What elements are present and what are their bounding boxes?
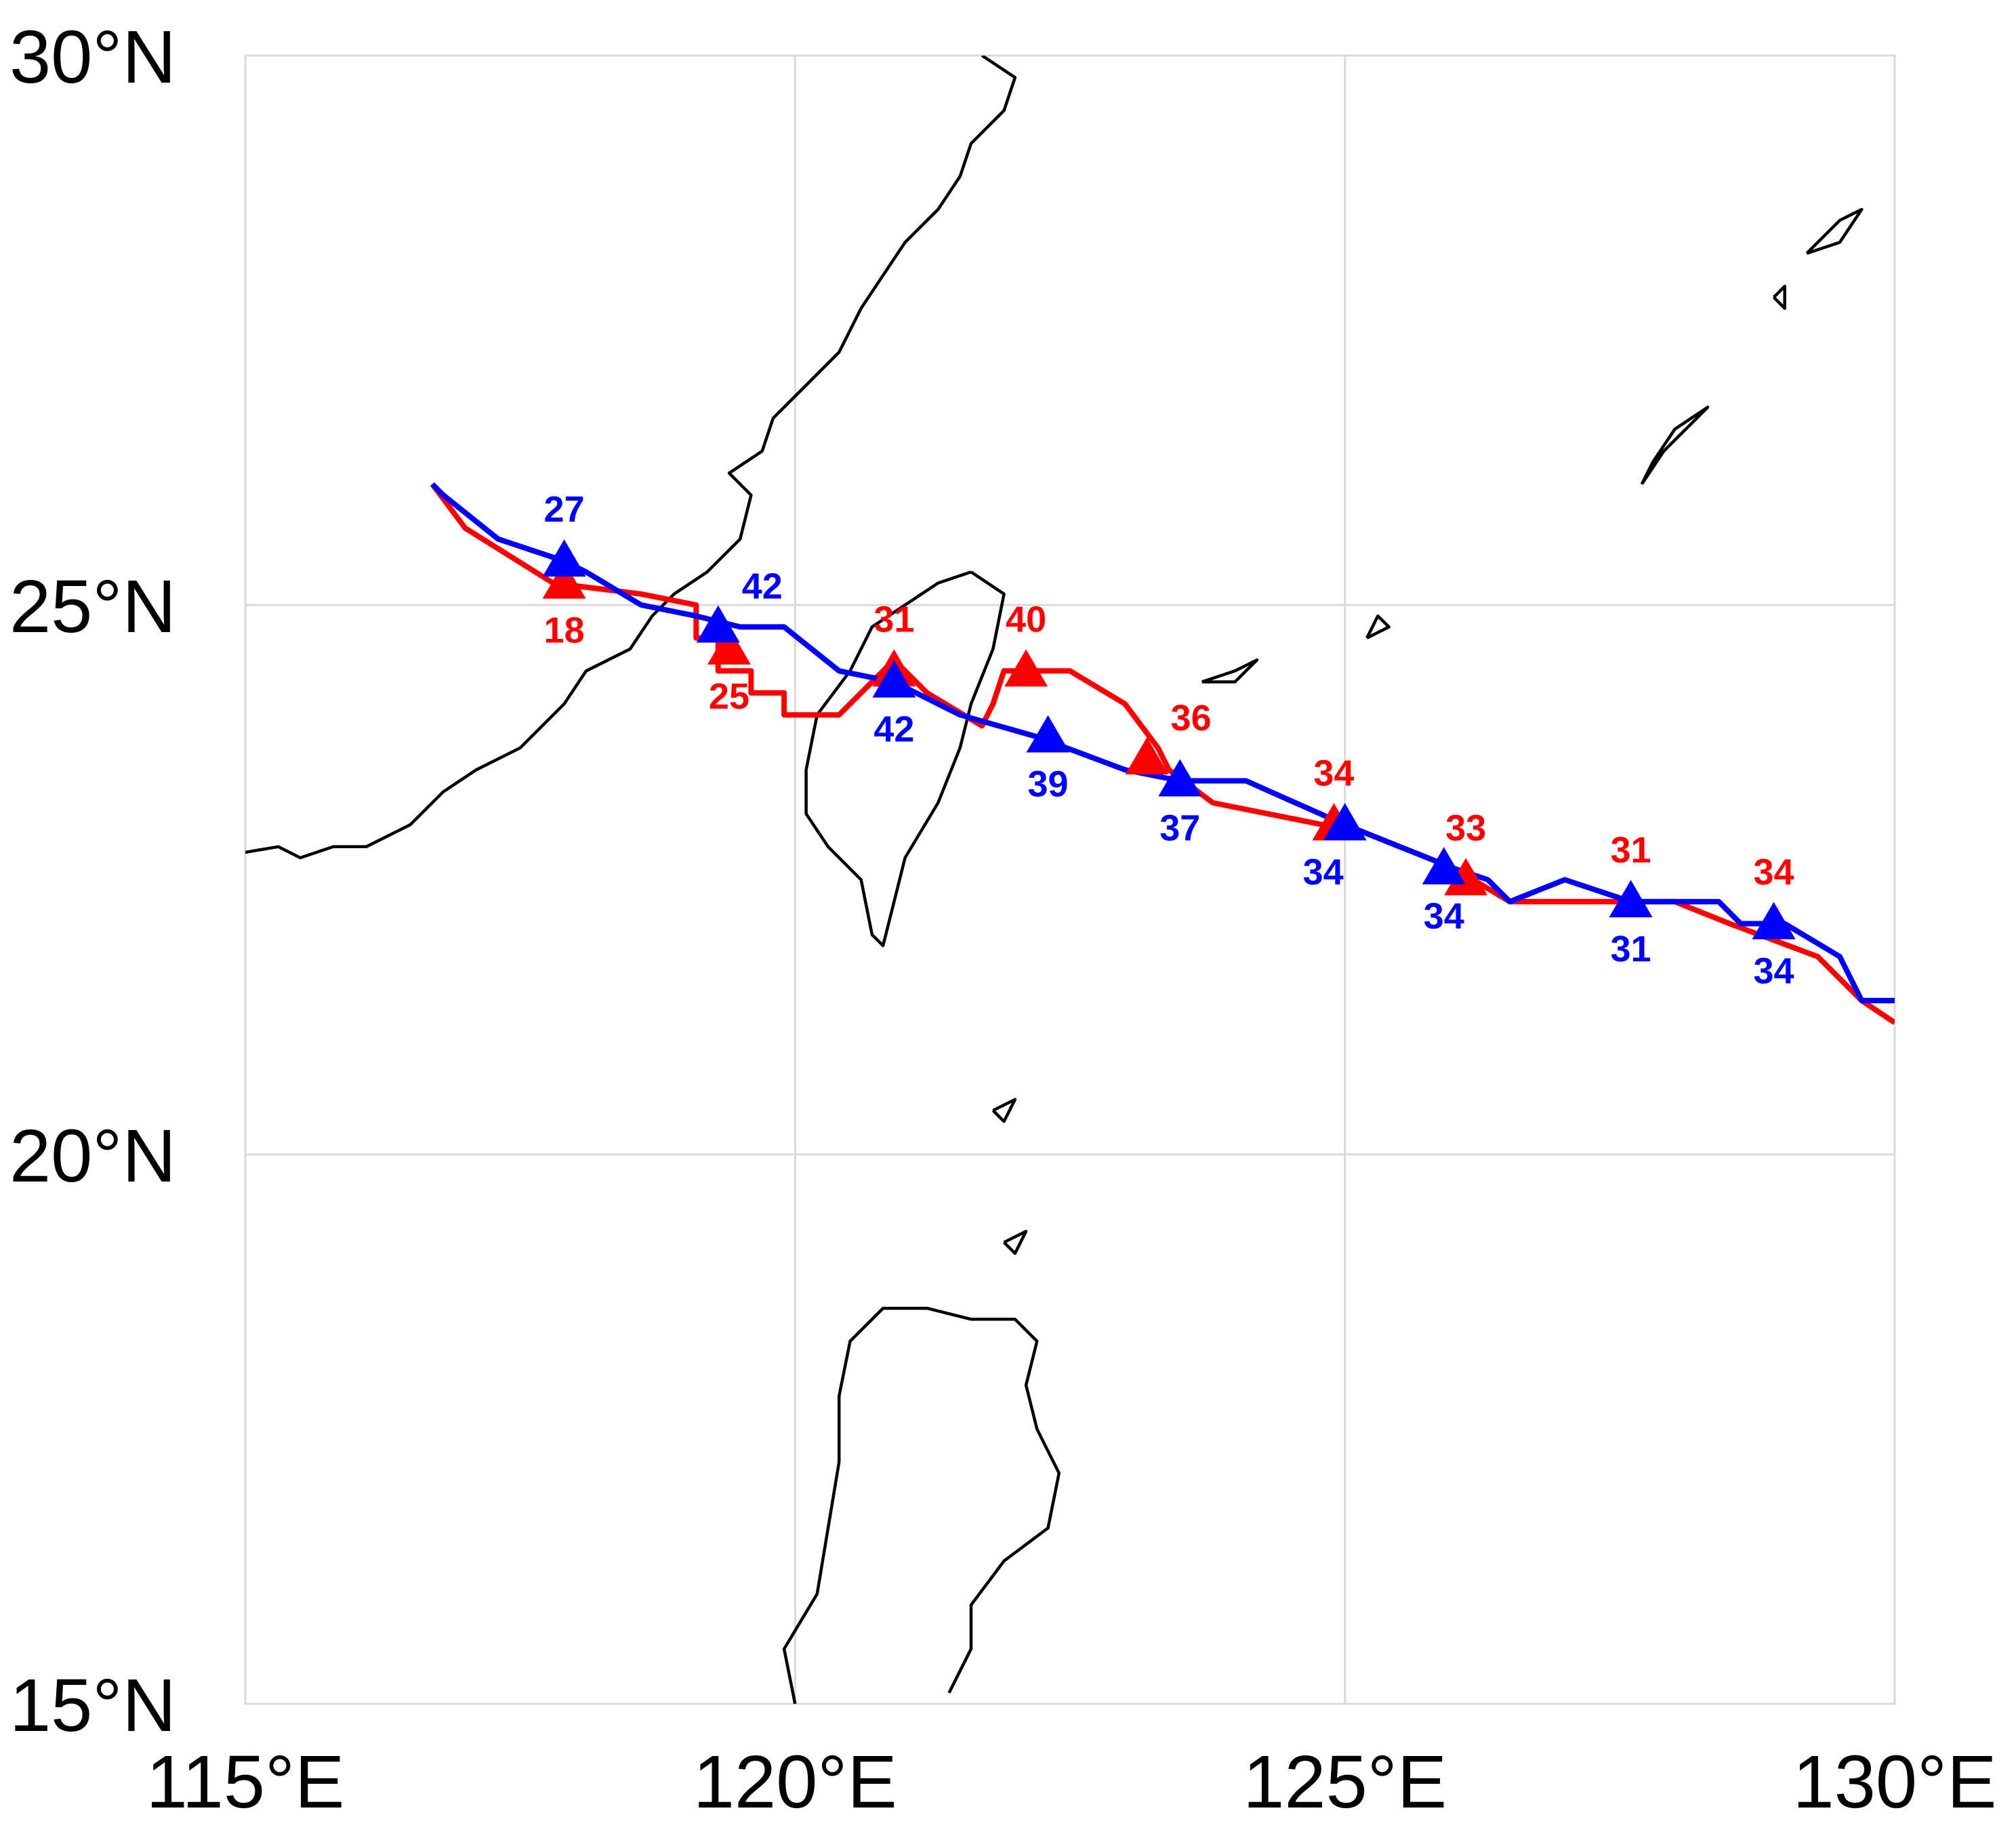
y-tick-label-20: 20°N [9,1114,176,1198]
axis-labels: 115°E 120°E 125°E 130°E 30°N 25°N 20°N 15°N [9,16,1996,1824]
point-label-blue-4: 37 [1159,808,1200,849]
point-label-red-2: 31 [873,599,914,640]
point-label-blue-8: 34 [1753,951,1794,991]
triangle-marker-red-0 [542,561,586,599]
storm-tracks [430,482,1895,1025]
triangle-marker-blue-8 [1752,902,1796,940]
point-label-blue-7: 31 [1611,929,1651,969]
track-line-red [430,482,1895,1025]
triangle-marker-red-6 [1444,858,1488,896]
track-points: 18 25 31 40 36 34 33 31 34 27 42 42 39 37 34 34 31 34 [542,489,1796,991]
x-tick-label-120: 120°E [693,1740,897,1824]
point-label-blue-1: 42 [742,566,783,606]
triangle-marker-blue-5 [1323,803,1367,841]
track-line-blue [430,482,1895,1003]
y-tick-label-25: 25°N [9,565,176,648]
point-label-blue-2: 42 [873,709,914,750]
point-label-red-0: 18 [544,610,585,651]
map-frame [244,54,1896,1705]
triangle-marker-blue-4 [1158,759,1202,797]
point-label-blue-0: 27 [544,489,585,530]
coastline-mainland-china [245,56,1017,860]
point-label-blue-6: 34 [1424,896,1464,936]
coastline-okinawa [1640,405,1710,485]
point-label-red-4: 36 [1171,698,1212,738]
x-tick-label-125: 125°E [1243,1740,1447,1824]
triangle-marker-red-1 [707,627,751,665]
coastline-miyako [1365,614,1391,640]
gridlines [244,54,1896,1705]
coastline-yaeyama [1201,658,1259,684]
triangle-marker-blue-2 [872,660,916,698]
x-tick-label-115: 115°E [146,1740,345,1824]
coastline-babuyan [1003,1230,1028,1255]
triangle-marker-red-3 [1004,649,1048,687]
coastline-amami [1805,207,1864,255]
x-tick-label-130: 130°E [1793,1740,1997,1824]
triangle-marker-blue-1 [696,605,740,643]
point-label-red-7: 31 [1611,830,1651,871]
triangle-marker-blue-6 [1422,847,1466,885]
point-label-red-8: 34 [1753,852,1794,892]
point-label-blue-5: 34 [1303,852,1344,892]
point-label-red-5: 34 [1313,753,1354,793]
y-tick-label-15: 15°N [9,1664,176,1747]
point-label-blue-3: 39 [1028,764,1069,805]
coastline-luzon [782,1306,1061,1704]
coastline-batanes [991,1098,1017,1123]
triangle-marker-red-4 [1125,737,1169,775]
triangle-marker-blue-3 [1026,715,1070,753]
point-label-red-6: 33 [1445,808,1486,849]
y-tick-label-30: 30°N [9,16,176,99]
coastline-small-island-ne [1772,285,1786,310]
triangle-marker-blue-0 [542,539,586,577]
triangle-marker-blue-7 [1609,879,1653,917]
coastline-taiwan [804,570,1006,948]
point-label-red-3: 40 [1006,599,1046,640]
coastlines [245,56,1864,1704]
point-label-red-1: 25 [709,676,749,717]
